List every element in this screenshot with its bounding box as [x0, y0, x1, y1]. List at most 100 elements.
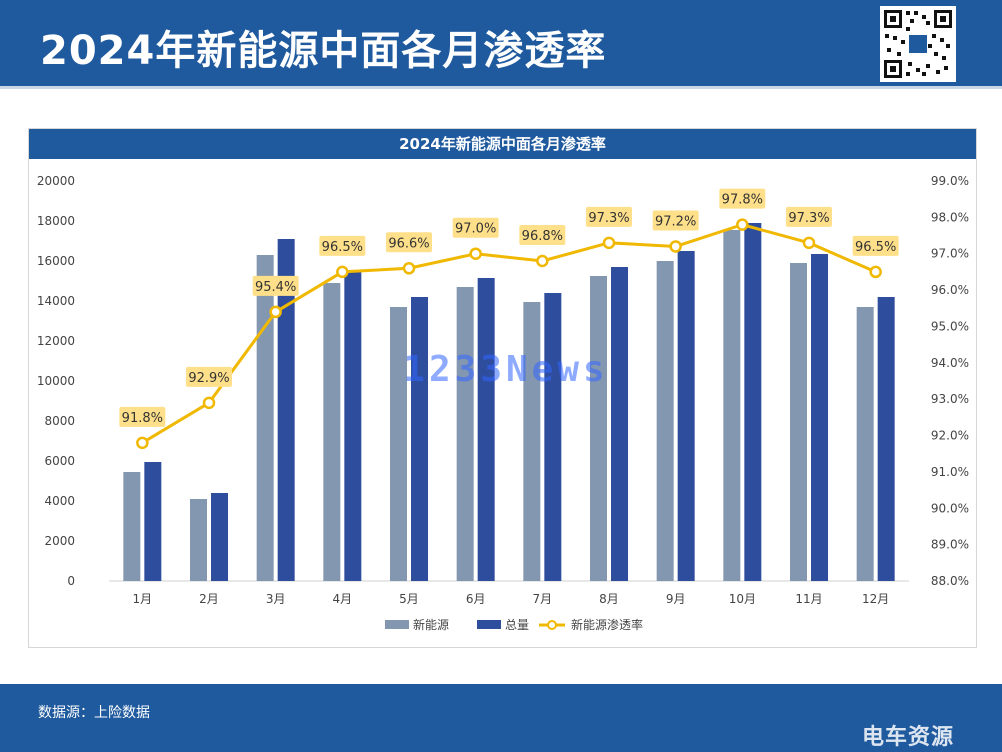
x-tick-label: 2月 — [199, 592, 219, 606]
y-right-tick-label: 97.0% — [931, 247, 969, 261]
data-label: 91.8% — [122, 411, 163, 426]
x-tick-label: 9月 — [666, 592, 686, 606]
bar-new-energy — [790, 263, 807, 581]
bar-new-energy — [523, 302, 541, 581]
bar-total — [544, 293, 562, 581]
data-label: 96.8% — [522, 229, 563, 244]
data-label: 97.8% — [722, 193, 763, 208]
header-bar: 2024年新能源中面各月渗透率 — [0, 0, 1002, 89]
bar-new-energy — [456, 287, 474, 581]
x-tick-label: 11月 — [795, 592, 822, 606]
data-label-bg — [719, 188, 766, 209]
y-left-tick-label: 18000 — [37, 214, 75, 228]
bar-total — [144, 462, 162, 581]
bar-total — [277, 239, 295, 581]
legend-label-total: 总量 — [505, 618, 529, 632]
bar-new-energy — [656, 261, 674, 581]
line-point — [402, 262, 416, 275]
bar-total — [344, 272, 362, 581]
data-label: 97.3% — [788, 211, 829, 226]
x-tick-label: 12月 — [862, 592, 889, 606]
line-point — [536, 254, 549, 268]
y-right-tick-label: 89.0% — [931, 538, 969, 552]
data-label: 96.5% — [322, 240, 363, 255]
chart-title: 2024年新能源中面各月渗透率 — [29, 129, 976, 159]
line-penetration-rate — [141, 223, 877, 445]
legend-swatch-marker — [547, 620, 557, 630]
bar-total — [477, 278, 495, 581]
bar-new-energy — [323, 283, 341, 581]
data-label-bg — [586, 206, 632, 227]
data-label-bg — [852, 235, 899, 256]
line-point — [269, 305, 282, 319]
x-tick-label: 5月 — [399, 592, 419, 606]
y-right-tick-label: 98.0% — [931, 210, 969, 224]
x-tick-label: 8月 — [599, 592, 619, 606]
chart-card: 2024年新能源中面各月渗透率 0 2000 4000 6000 8000 10000 12… — [28, 128, 977, 648]
y-left-tick-label: 14000 — [37, 294, 75, 308]
legend-label-rate: 新能源渗透率 — [571, 617, 643, 632]
data-label-bg — [319, 235, 366, 256]
bar-new-energy — [723, 230, 741, 581]
y-right-tick-label: 90.0% — [931, 501, 969, 515]
bar-total — [211, 493, 228, 581]
data-label-bg — [119, 406, 166, 427]
line-point — [602, 236, 616, 250]
page-title: 2024年新能源中面各月渗透率 — [40, 28, 607, 74]
data-source-note: 数据源：上险数据 — [38, 705, 150, 721]
line-point — [669, 240, 682, 253]
qr-code-icon — [880, 6, 956, 82]
bar-new-energy — [590, 276, 607, 581]
y-right-tick-label: 91.0% — [931, 465, 969, 479]
y-right-tick-label: 94.0% — [931, 356, 969, 370]
y-right-tick-label: 93.0% — [931, 392, 969, 406]
x-tick-label: 4月 — [333, 592, 353, 606]
x-tick-label: 10月 — [729, 592, 756, 606]
watermark-text: 1233News — [403, 349, 608, 390]
bar-new-energy — [856, 307, 874, 581]
y-left-tick-label: 20000 — [37, 174, 75, 188]
data-label-bg — [386, 232, 432, 253]
bar-total — [744, 223, 762, 581]
bar-total — [677, 251, 695, 581]
line-point — [336, 265, 349, 279]
x-tick-label: 3月 — [266, 592, 286, 606]
data-label: 92.9% — [188, 371, 229, 386]
data-label: 97.0% — [455, 222, 496, 237]
data-label: 96.5% — [855, 240, 896, 255]
combo-chart: 0 2000 4000 6000 8000 10000 12000 14000 16000 180… — [37, 174, 969, 632]
bar-total — [611, 267, 628, 581]
data-label-bg — [652, 210, 699, 231]
line-point — [136, 436, 149, 450]
footer-bar: 数据源：上险数据 电车资源 — [0, 684, 1002, 752]
legend-swatch-new-energy — [385, 620, 409, 629]
y-right-tick-label: 96.0% — [931, 283, 969, 297]
data-label-bg — [519, 225, 566, 245]
data-label: 97.3% — [588, 211, 629, 226]
line-point — [736, 218, 749, 231]
bar-new-energy — [190, 499, 207, 581]
data-label-bg — [186, 366, 232, 387]
line-point — [469, 247, 482, 260]
y-left-tick-label: 4000 — [44, 494, 75, 508]
bar-new-energy — [256, 255, 274, 581]
footer-logo: 电车资源 — [862, 725, 955, 750]
line-point — [869, 265, 882, 279]
x-tick-label: 6月 — [466, 592, 486, 606]
data-label-bg — [252, 275, 299, 296]
x-tick-label: 7月 — [533, 592, 553, 606]
bar-total — [811, 254, 828, 581]
data-label-bg — [452, 217, 499, 238]
line-point — [202, 396, 216, 410]
y-left-tick-label: 16000 — [37, 254, 75, 268]
data-label: 95.4% — [255, 280, 296, 295]
bar-new-energy — [390, 307, 407, 581]
data-label: 97.2% — [655, 214, 696, 229]
y-left-tick-label: 6000 — [44, 454, 75, 468]
y-right-tick-label: 99.0% — [931, 174, 969, 188]
y-right-tick-label: 95.0% — [931, 319, 969, 333]
y-right-tick-label: 88.0% — [931, 574, 969, 588]
data-label-bg — [786, 206, 832, 227]
y-right-tick-label: 92.0% — [931, 429, 969, 443]
legend-label-new-energy: 新能源 — [413, 617, 449, 632]
